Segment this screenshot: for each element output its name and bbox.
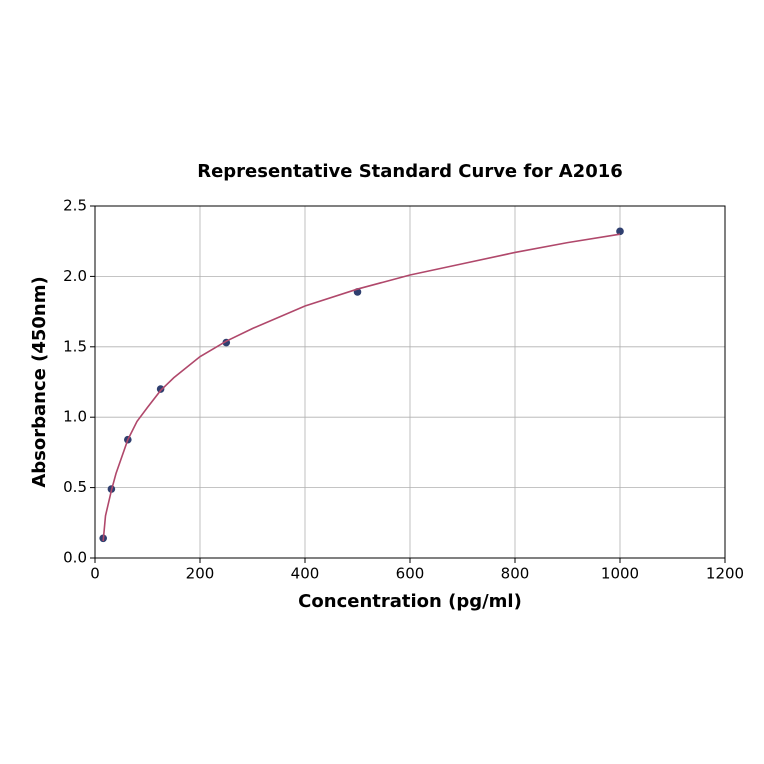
y-axis-label: Absorbance (450nm): [29, 276, 50, 487]
x-tick-label: 400: [291, 565, 320, 583]
x-axis-label: Concentration (pg/ml): [298, 591, 522, 612]
y-tick-label: 1.5: [63, 337, 87, 355]
chart-title: Representative Standard Curve for A2016: [197, 161, 623, 182]
y-tick-label: 2.0: [63, 267, 87, 285]
y-tick-label: 0.0: [63, 549, 87, 567]
y-tick-label: 0.5: [63, 478, 87, 496]
data-point: [616, 227, 624, 236]
x-tick-label: 800: [501, 565, 530, 583]
x-tick-label: 1200: [706, 565, 744, 583]
x-tick-label: 1000: [601, 565, 639, 583]
x-tick-label: 200: [186, 565, 215, 583]
x-tick-label: 0: [90, 565, 100, 583]
x-tick-label: 600: [396, 565, 425, 583]
data-point: [156, 385, 165, 393]
y-tick-label: 1.0: [63, 408, 87, 426]
plot-frame: [94, 205, 726, 559]
fit-curve: [102, 233, 621, 542]
y-tick-label: 2.5: [63, 197, 87, 215]
